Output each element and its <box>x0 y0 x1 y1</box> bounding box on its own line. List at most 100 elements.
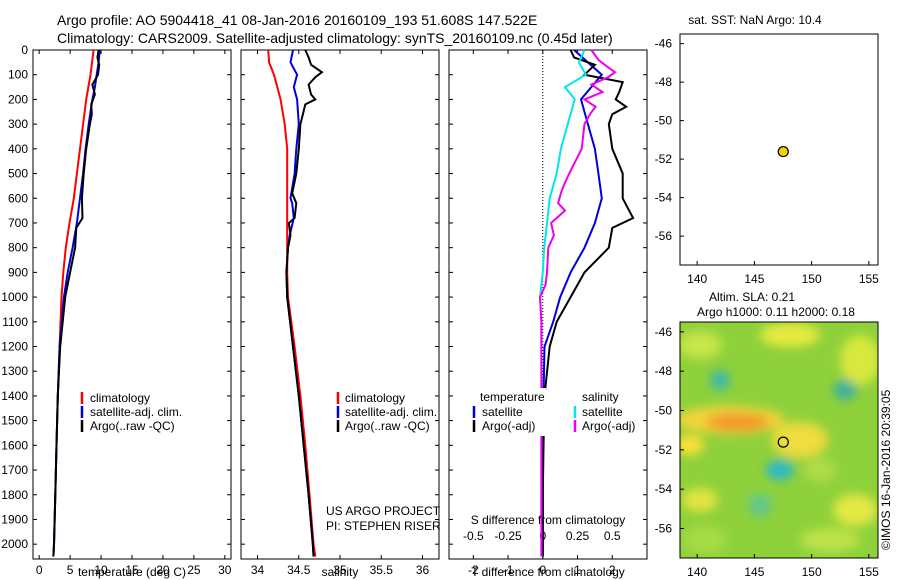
legend-climatology: climatology <box>90 391 150 405</box>
depth-tick-label: 1700 <box>1 463 28 477</box>
depth-tick-label: 1600 <box>1 438 28 452</box>
map-y-tick-label: -50 <box>655 114 673 128</box>
header-line1: Argo profile: AO 5904418_41 08-Jan-2016 … <box>57 12 537 28</box>
sla-map-frame <box>679 321 879 559</box>
legend-temperature-header: temperature <box>480 390 545 404</box>
depth-tick-label: 1900 <box>1 512 28 526</box>
header-line2: Climatology: CARS2009. Satellite-adjuste… <box>57 30 613 46</box>
depth-tick-label: 800 <box>8 241 28 255</box>
legend-satellite: satellite-adj. clim. <box>90 405 182 419</box>
sst-map-frame <box>679 33 879 266</box>
map-y-tick-label: -48 <box>655 75 673 89</box>
x-tick-label: 35 <box>333 563 347 577</box>
salinity-legend: climatology satellite-adj. clim. Argo(..… <box>336 391 437 433</box>
x-tick-label: 10 <box>94 563 108 577</box>
legend-argo: Argo(..raw -QC) <box>345 419 430 433</box>
x-tick-label: 36 <box>416 563 430 577</box>
map-y-tick-label: -54 <box>655 482 673 496</box>
legend-temp-argo: Argo(-adj) <box>482 419 535 433</box>
depth-tick-label: 500 <box>8 167 28 181</box>
profile-line-climatology <box>267 49 317 557</box>
depth-tick-label: 100 <box>8 68 28 82</box>
x-tick-label: 34.5 <box>287 563 311 577</box>
credit-line1: US ARGO PROJECT <box>326 504 441 518</box>
difference-plot-frame <box>448 49 648 560</box>
sla-map-title: Altim. SLA: 0.21 <box>709 290 795 304</box>
temperature-xlabel: temperature (deg C) <box>78 565 186 579</box>
x-tick-label: 34 <box>251 563 265 577</box>
depth-tick-label: 1300 <box>1 364 28 378</box>
map-x-tick-label: 145 <box>744 565 764 579</box>
credit-line2: PI: STEPHEN RISER <box>326 519 441 533</box>
x-tick-label: -1 <box>503 563 514 577</box>
difference-xlabel: T difference from climatology <box>471 565 625 579</box>
x-tick-label: 0 <box>539 563 546 577</box>
depth-tick-label: 600 <box>8 191 28 205</box>
depth-tick-label: 1800 <box>1 488 28 502</box>
map-x-tick-label: 155 <box>859 272 879 286</box>
difference-line-2 <box>538 49 588 557</box>
x-tick-label: 30 <box>218 563 232 577</box>
depth-tick-label: 1200 <box>1 340 28 354</box>
depth-tick-label: 900 <box>8 265 28 279</box>
legend-salinity-header: salinity <box>582 390 619 404</box>
sla-map-subtitle: Argo h1000: 0.11 h2000: 0.18 <box>697 305 855 319</box>
temperature-legend: climatology satellite-adj. clim. Argo(..… <box>80 391 182 433</box>
salinity-diff-tick-label: -0.5 <box>463 529 484 543</box>
map-y-tick-label: -50 <box>655 404 673 418</box>
x-tick-label: 5 <box>67 563 74 577</box>
map-y-tick-label: -46 <box>655 325 673 339</box>
depth-tick-label: 200 <box>8 92 28 106</box>
map-y-tick-label: -52 <box>655 443 673 457</box>
salinity-diff-tick-label: 0.25 <box>566 529 590 543</box>
salinity-xlabel: salinity <box>322 565 359 579</box>
difference-line-3 <box>538 49 617 557</box>
depth-tick-label: 1000 <box>1 290 28 304</box>
map-y-tick-label: -52 <box>655 152 673 166</box>
argo-location-marker <box>777 145 789 158</box>
x-tick-label: 35.5 <box>370 563 394 577</box>
map-y-tick-label: -46 <box>655 37 673 51</box>
salinity-diff-tick-label: 0.5 <box>604 529 621 543</box>
legend-argo: Argo(..raw -QC) <box>90 419 175 433</box>
depth-tick-label: 700 <box>8 216 28 230</box>
map-x-tick-label: 140 <box>687 565 707 579</box>
difference-line-0 <box>541 49 604 557</box>
map-y-tick-label: -56 <box>655 229 673 243</box>
axes-group: 0100200300400500600700800900100011001200… <box>1 43 647 577</box>
lines-group <box>52 49 635 557</box>
x-tick-label: 25 <box>187 563 201 577</box>
sst-map-title: sat. SST: NaN Argo: 10.4 <box>688 13 822 27</box>
legend-satellite: satellite-adj. clim. <box>345 405 437 419</box>
depth-tick-label: 400 <box>8 142 28 156</box>
profile-line-argo <box>52 49 101 557</box>
depth-tick-label: 1100 <box>2 315 28 329</box>
salinity-diff-tick-label: -0.25 <box>494 529 522 543</box>
map-x-tick-label: 150 <box>802 565 822 579</box>
legend-climatology: climatology <box>345 391 405 405</box>
legend-sal-satellite: satellite <box>582 405 623 419</box>
map-x-tick-label: 150 <box>802 272 822 286</box>
map-y-tick-label: -54 <box>655 191 673 205</box>
x-tick-label: 1 <box>574 563 581 577</box>
sla-heatmap <box>680 322 878 558</box>
profile-line-argo <box>285 49 324 557</box>
map-y-tick-label: -56 <box>655 522 673 536</box>
legend-sal-argo: Argo(-adj) <box>582 419 635 433</box>
depth-tick-label: 300 <box>8 117 28 131</box>
difference-legend: temperature salinity satellite Argo(-adj… <box>470 388 635 436</box>
map-x-tick-label: 140 <box>687 272 707 286</box>
x-tick-label: -2 <box>468 563 479 577</box>
legend-temp-satellite: satellite <box>482 405 523 419</box>
difference-top-label: S difference from climatology <box>471 513 626 527</box>
x-tick-label: 2 <box>609 563 616 577</box>
side-timestamp: ©IMOS 16-Jan-2016 20:39:05 <box>879 389 893 550</box>
x-tick-label: 20 <box>156 563 170 577</box>
depth-tick-label: 1400 <box>1 389 28 403</box>
map-x-tick-label: 155 <box>859 565 879 579</box>
salinity-plot-frame <box>240 49 440 560</box>
depth-tick-label: 2000 <box>1 537 28 551</box>
depth-tick-label: 0 <box>21 43 28 57</box>
depth-tick-label: 1500 <box>1 414 28 428</box>
